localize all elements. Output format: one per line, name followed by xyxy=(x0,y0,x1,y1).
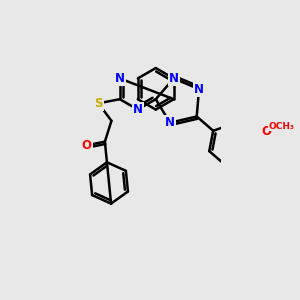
Text: O: O xyxy=(261,125,271,138)
Text: N: N xyxy=(115,72,125,85)
Text: N: N xyxy=(194,82,204,96)
Text: O: O xyxy=(82,139,92,152)
Text: N: N xyxy=(133,103,143,116)
Text: N: N xyxy=(165,116,175,129)
Text: N: N xyxy=(169,72,179,85)
Text: S: S xyxy=(94,97,103,110)
Text: OCH₃: OCH₃ xyxy=(268,122,295,130)
